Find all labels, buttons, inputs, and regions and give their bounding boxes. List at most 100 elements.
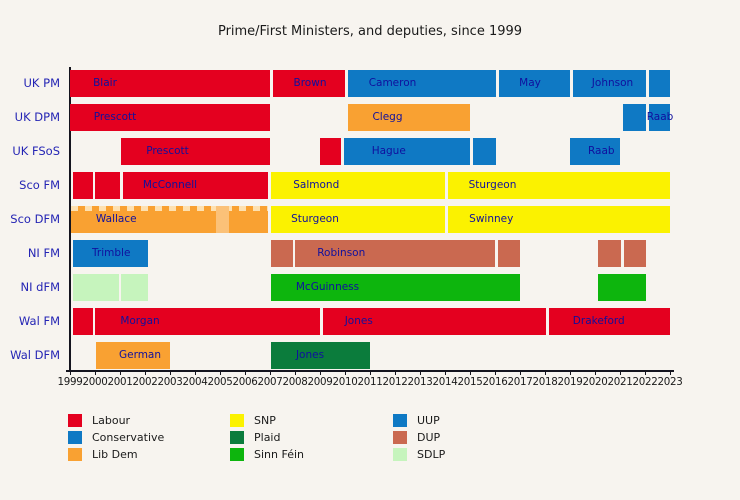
legend-label-snp: SNP [254,414,276,427]
bar-sturgeon [271,206,445,233]
legend-swatch-lib-dem [68,448,82,461]
x-axis-tick-2011 [370,371,371,375]
x-axis-tick-2014 [445,371,446,375]
bar-segment-dup [497,240,520,267]
x-axis-tick-2005 [220,371,221,375]
bar-name-salmond: Salmond [293,179,340,191]
row-label-ni-fm: NI FM [27,246,60,260]
x-axis-tick-2007 [270,371,271,375]
x-axis-tick-2006 [245,371,246,375]
bar-name-morgan: Morgan [120,315,160,327]
bar-raab [648,104,670,131]
bar-jones [271,342,370,369]
row-label-sco-fm: Sco FM [19,178,60,192]
x-axis-tick-label-2017: 2017 [507,376,533,388]
x-axis-tick-label-2002: 2002 [132,376,158,388]
bar-jones [322,308,547,335]
x-axis-tick-label-2018: 2018 [532,376,558,388]
x-axis-tick-label-2004: 2004 [182,376,208,388]
bar-name-robinson: Robinson [317,247,366,259]
bar-segment-sdlp [121,274,148,301]
bar-name-blair: Blair [93,77,117,89]
x-axis-tick-label-2023: 2023 [657,376,683,388]
bar-segment-conservative [648,70,670,97]
bar-morgan [95,308,320,335]
row-label-uk-dpm: UK DPM [14,110,60,124]
bar-sturgeon [447,172,670,199]
bar-wallace [71,206,268,233]
row-label-ni-dfm: NI dFM [20,280,61,294]
bar-cameron [347,70,497,97]
x-axis-tick-label-2019: 2019 [557,376,583,388]
bar-may [498,70,570,97]
bar-name-sturgeon: Sturgeon [291,213,339,225]
bar-prescott [70,104,270,131]
x-axis-tick-label-2001: 2001 [107,376,133,388]
bar-name-hague: Hague [371,145,406,157]
bar-name-johnson: Johnson [591,77,634,89]
legend-swatch-uup [393,414,407,427]
bar-name-german: German [118,349,162,361]
x-axis-tick-2015 [470,371,471,375]
x-axis-tick-label-2013: 2013 [407,376,433,388]
bar-segment-libdem-light [216,206,229,233]
x-axis-tick-label-2000: 2000 [82,376,108,388]
legend-swatch-dup [393,431,407,444]
bar-clegg [347,104,470,131]
x-axis-tick-label-2011: 2011 [357,376,383,388]
x-axis-tick-label-2014: 2014 [432,376,458,388]
x-axis-tick-2022 [645,371,646,375]
legend-swatch-snp [230,414,244,427]
legend-swatch-sdlp [393,448,407,461]
bar-name-wallace: Wallace [95,213,137,225]
legend-swatch-sinn-f-in [230,448,244,461]
legend-label-labour: Labour [92,414,131,427]
x-axis-tick-2000 [95,371,96,375]
bar-name-trimble: Trimble [92,247,131,259]
chart-title: Prime/First Ministers, and deputies, sin… [217,24,523,39]
bar-name-raab: Raab [587,145,615,157]
x-axis-tick-2008 [295,371,296,375]
bar-german [96,342,170,369]
x-axis-tick-label-2021: 2021 [607,376,633,388]
row-label-uk-fsos: UK FSoS [12,144,60,158]
legend-swatch-plaid [230,431,244,444]
x-axis-tick-1999 [70,371,71,375]
bar-drakeford [548,308,670,335]
x-axis-tick-2009 [320,371,321,375]
bar-name-swinney: Swinney [469,213,514,225]
legend-label-dup: DUP [417,431,441,444]
x-axis-tick-2018 [545,371,546,375]
x-axis-tick-2001 [120,371,121,375]
legend-label-plaid: Plaid [254,431,281,444]
row-label-uk-pm: UK PM [23,76,60,90]
legend-label-uup: UUP [417,414,440,427]
bar-segment-sdlp [72,274,119,301]
legend-swatch-conservative [68,431,82,444]
bar-name-drakeford: Drakeford [572,315,625,327]
bar-segment-sinnfein [597,274,647,301]
bar-name-jones: Jones [295,349,325,361]
x-axis-tick-2004 [195,371,196,375]
bar-name-prescott: Prescott [146,145,189,157]
legend-label-lib-dem: Lib Dem [92,448,138,461]
x-axis-tick-2010 [345,371,346,375]
x-axis-tick-2002 [145,371,146,375]
x-axis-tick-2016 [495,371,496,375]
x-axis-tick-2019 [570,371,571,375]
bar-robinson [295,240,495,267]
bar-prescott [121,138,270,165]
x-axis-tick-label-2015: 2015 [457,376,483,388]
bar-blair [70,70,270,97]
legend-label-sinn-f-in: Sinn Féin [254,448,304,461]
bar-segment-dup [271,240,293,267]
bar-segment-dup [623,240,647,267]
y-axis-line [69,67,71,372]
x-axis-tick-2020 [595,371,596,375]
bar-segment-dup [597,240,622,267]
x-axis-tick-label-2005: 2005 [207,376,233,388]
legend-label-conservative: Conservative [92,431,165,444]
bar-swinney [447,206,670,233]
bar-segment-conservative [622,104,647,131]
x-axis-tick-2012 [395,371,396,375]
